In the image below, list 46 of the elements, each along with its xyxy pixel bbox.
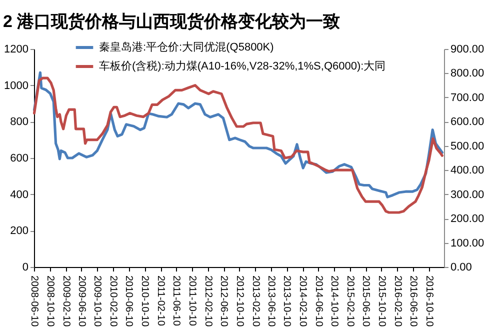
y-tick-label: 400	[10, 188, 28, 201]
x-tick-label: 2016-06-10	[408, 276, 419, 328]
y2-tick-label: 500.00	[450, 140, 484, 152]
y-tick-label: 200	[10, 225, 28, 238]
y2-tick-label: 300.00	[450, 188, 484, 201]
x-tick-label: 2016-10-10	[423, 276, 434, 328]
x-tick-label: 2010-06-10	[123, 276, 134, 328]
y2-tick-label: 800.00	[450, 68, 484, 80]
y2-tick-label: 400.00	[450, 164, 484, 177]
x-tick-label: 2012-02-10	[202, 276, 214, 328]
x-tick-label: 2014-06-10	[312, 276, 324, 328]
y2-tick-label: 900.00	[450, 44, 484, 56]
x-tick-label: 2010-02-10	[108, 276, 119, 328]
y-tick-label: 600	[10, 152, 28, 164]
x-tick-label: 2011-02-10	[155, 276, 166, 326]
y2-tick-label: 600.00	[450, 116, 484, 128]
chart-title: 2 港口现货价格与山西现货价格变化较为一致	[3, 12, 340, 31]
x-tick-label: 2015-10-10	[376, 276, 387, 328]
x-tick-label: 2012-06-10	[218, 276, 230, 328]
y2-tick-label: 700.00	[450, 92, 484, 104]
y-tick-label: 800	[10, 116, 28, 128]
y2-tick-label: 100.00	[450, 237, 484, 250]
y-tick-label: 1000	[4, 80, 28, 92]
x-tick-label: 2010-10-10	[139, 276, 150, 328]
x-tick-label: 2014-02-10	[297, 276, 308, 328]
x-tick-label: 2011-06-10	[170, 276, 182, 326]
x-tick-label: 2012-10-10	[234, 276, 245, 328]
y2-tick-label: 200.00	[450, 213, 484, 226]
legend-label: 车板价(含税):动力煤(A10-16%,V28-32%,1%S,Q6000):大同	[99, 60, 386, 72]
x-tick-label: 2015-02-10	[344, 276, 356, 328]
x-tick-label: 2013-06-10	[265, 276, 276, 328]
y-tick-label: 1200	[4, 44, 28, 56]
x-tick-label: 2014-10-10	[328, 276, 340, 328]
x-tick-label: 2009-06-10	[76, 276, 87, 328]
x-tick-label: 2011-10-10	[186, 276, 198, 326]
x-tick-label: 2008-06-10	[28, 276, 40, 328]
x-tick-label: 2015-06-10	[360, 276, 372, 328]
x-tick-label: 2009-10-10	[92, 276, 103, 328]
x-tick-label: 2008-10-10	[44, 276, 56, 328]
y-tick-label: 0	[22, 262, 28, 274]
x-tick-label: 2016-02-10	[392, 276, 403, 328]
y2-tick-label: 0.00	[450, 262, 472, 274]
x-tick-label: 2009-02-10	[60, 276, 72, 328]
legend-label: 秦皇岛港:平仓价:大同优混(Q5800K)	[99, 40, 274, 54]
x-tick-label: 2013-10-10	[281, 276, 292, 328]
x-tick-label: 2013-02-10	[250, 276, 261, 328]
